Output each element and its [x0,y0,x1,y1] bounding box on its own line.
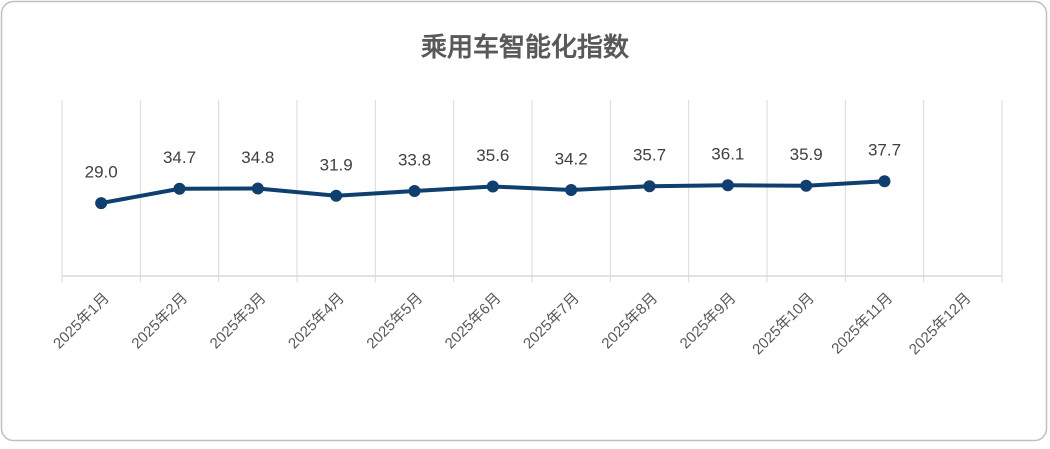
data-label: 33.8 [398,151,431,170]
data-label: 35.6 [476,146,509,165]
data-point [878,175,891,188]
data-point [565,184,578,197]
data-label: 34.8 [241,148,274,167]
data-point [330,189,343,202]
data-label: 29.0 [85,163,118,182]
data-label: 35.7 [633,146,666,165]
data-point [173,182,186,195]
data-point [486,180,499,193]
data-point [721,179,734,192]
data-label: 34.7 [163,148,196,167]
data-point [251,182,264,195]
data-label: 36.1 [711,145,744,164]
data-label: 35.9 [790,145,823,164]
data-point [408,185,421,198]
data-point [800,179,813,192]
chart-title: 乘用车智能化指数 [420,32,630,62]
data-point [95,197,108,210]
data-label: 31.9 [320,155,353,174]
data-point [643,180,656,193]
data-label: 37.7 [868,141,901,160]
data-label: 34.2 [555,149,588,168]
